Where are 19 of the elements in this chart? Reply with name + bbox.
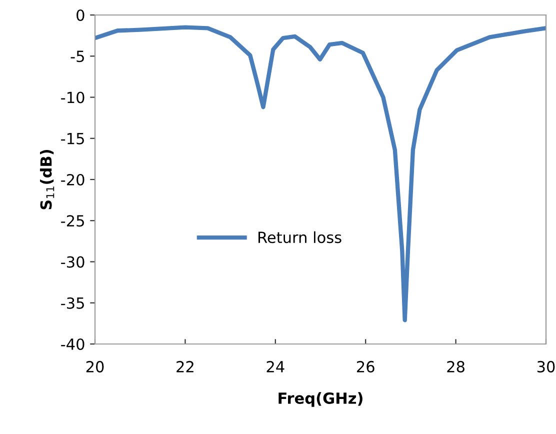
y-axis-title: S$_{11}$(dB) bbox=[40, 150, 54, 210]
y-tick-label: -25 bbox=[61, 215, 84, 227]
x-tick-label: 20 bbox=[86, 360, 104, 372]
x-axis-title: Freq(GHz) bbox=[278, 392, 362, 407]
y-tick-label: -10 bbox=[61, 92, 84, 104]
y-tick-label: -15 bbox=[61, 133, 84, 144]
y-tick-label: -5 bbox=[70, 50, 84, 62]
y-tick-label: -30 bbox=[61, 256, 84, 268]
x-tick-label: 24 bbox=[266, 360, 284, 372]
legend-label: Return loss bbox=[258, 231, 342, 244]
x-tick-label: 30 bbox=[537, 360, 555, 372]
x-tick-label: 22 bbox=[176, 360, 194, 372]
y-tick-label: -35 bbox=[61, 297, 84, 309]
x-tick-label: 26 bbox=[357, 360, 374, 372]
x-tick-label: 28 bbox=[447, 360, 464, 372]
y-tick-label: -40 bbox=[61, 338, 84, 350]
y-tick-label: -20 bbox=[61, 174, 84, 186]
y-tick-label: 0 bbox=[76, 9, 84, 22]
line-series bbox=[95, 25, 546, 322]
